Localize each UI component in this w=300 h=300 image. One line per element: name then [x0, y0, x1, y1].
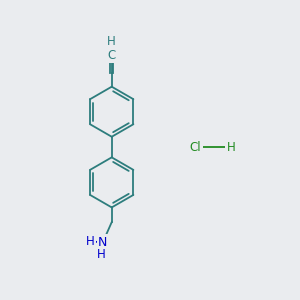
Text: H: H	[226, 141, 235, 154]
Text: H: H	[86, 235, 95, 248]
Text: Cl: Cl	[190, 141, 202, 154]
Text: H: H	[97, 248, 106, 261]
Text: N: N	[98, 236, 108, 249]
Text: C: C	[108, 49, 116, 62]
Text: H: H	[107, 35, 116, 48]
